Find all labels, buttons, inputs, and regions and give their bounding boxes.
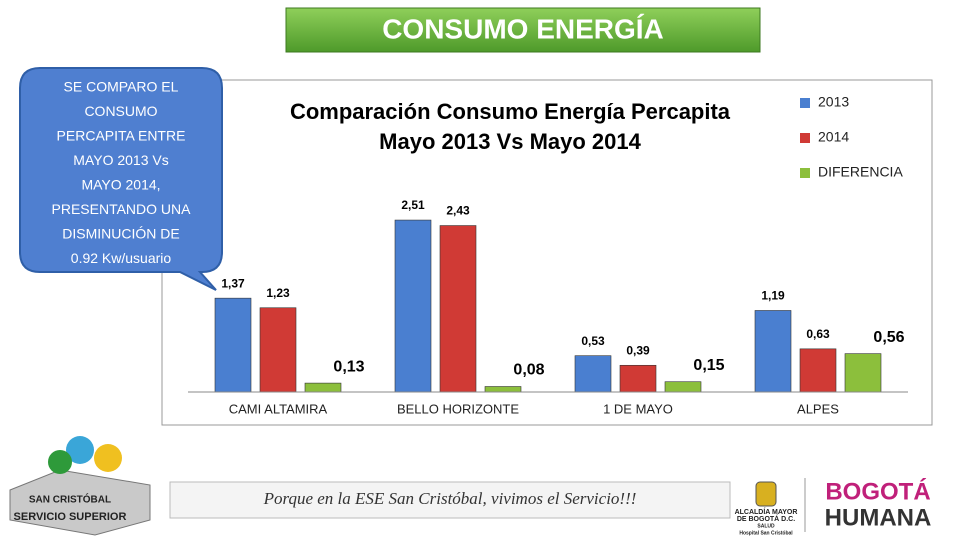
callout-text: MAYO 2013 Vs <box>73 152 168 168</box>
crest <box>755 481 777 507</box>
data-label: 1,37 <box>221 276 245 290</box>
data-label: 1,19 <box>761 289 785 303</box>
bar <box>574 355 612 393</box>
slogan-box <box>169 481 731 519</box>
logo-dot <box>48 450 72 474</box>
legend-swatch <box>800 98 810 108</box>
legend-label: 2014 <box>818 129 849 145</box>
title-box <box>285 7 761 53</box>
bogota-text: HUMANA <box>825 504 932 531</box>
data-label: 0,53 <box>581 334 605 348</box>
x-tick-label: CAMI ALTAMIRA <box>229 401 328 416</box>
bar <box>754 310 792 393</box>
bar <box>214 297 252 393</box>
logo-dot <box>66 436 94 464</box>
data-label: 1,23 <box>266 286 290 300</box>
legend-label: DIFERENCIA <box>818 164 903 180</box>
data-label: 0,15 <box>693 357 724 374</box>
alcaldia-text: ALCALDÍA MAYOR <box>735 507 798 516</box>
slide-title: CONSUMO ENERGÍA <box>382 13 664 44</box>
bar <box>799 348 837 393</box>
alcaldia-text: SALUD <box>757 523 775 529</box>
data-label: 2,51 <box>401 198 425 212</box>
x-tick-label: BELLO HORIZONTE <box>397 401 519 416</box>
chart-title: Mayo 2013 Vs Mayo 2014 <box>379 129 641 154</box>
legend-swatch <box>800 133 810 143</box>
legend-swatch <box>800 168 810 178</box>
callout-text: DISMINUCIÓN DE <box>62 226 179 242</box>
bar <box>664 381 702 393</box>
callout-text: 0.92 Kw/usuario <box>71 250 172 266</box>
bar <box>304 382 342 393</box>
data-label: 0,13 <box>333 358 364 375</box>
logo-text: SERVICIO SUPERIOR <box>14 511 127 523</box>
data-label: 0,63 <box>806 327 830 341</box>
data-label: 0,08 <box>513 362 544 379</box>
bar <box>259 307 297 393</box>
slogan: Porque en la ESE San Cristóbal, vivimos … <box>263 489 637 508</box>
chart-title: Comparación Consumo Energía Percapita <box>290 99 731 124</box>
callout-text: MAYO 2014, <box>81 177 160 193</box>
callout-text: PERCAPITA ENTRE <box>57 128 186 144</box>
bar <box>439 225 477 393</box>
x-tick-label: 1 DE MAYO <box>603 401 673 416</box>
alcaldia-text: DE BOGOTÁ D.C. <box>737 514 795 523</box>
alcaldia-text: Hospital San Cristóbal <box>739 530 793 536</box>
logo-text: SAN CRISTÓBAL <box>29 493 111 506</box>
callout-text: CONSUMO <box>84 103 157 119</box>
data-label: 0,39 <box>626 343 650 357</box>
bar <box>844 353 882 393</box>
legend-label: 2013 <box>818 94 849 110</box>
callout-text: SE COMPARO EL <box>64 79 179 95</box>
callout <box>19 67 223 291</box>
bar <box>394 219 432 393</box>
bar <box>619 364 657 393</box>
logo-dot <box>94 444 122 472</box>
x-tick-label: ALPES <box>797 401 839 416</box>
callout-text: PRESENTANDO UNA <box>52 201 192 217</box>
bar <box>484 386 522 393</box>
data-label: 0,56 <box>873 329 904 346</box>
bogota-text: BOGOTÁ <box>825 477 930 505</box>
data-label: 2,43 <box>446 204 470 218</box>
